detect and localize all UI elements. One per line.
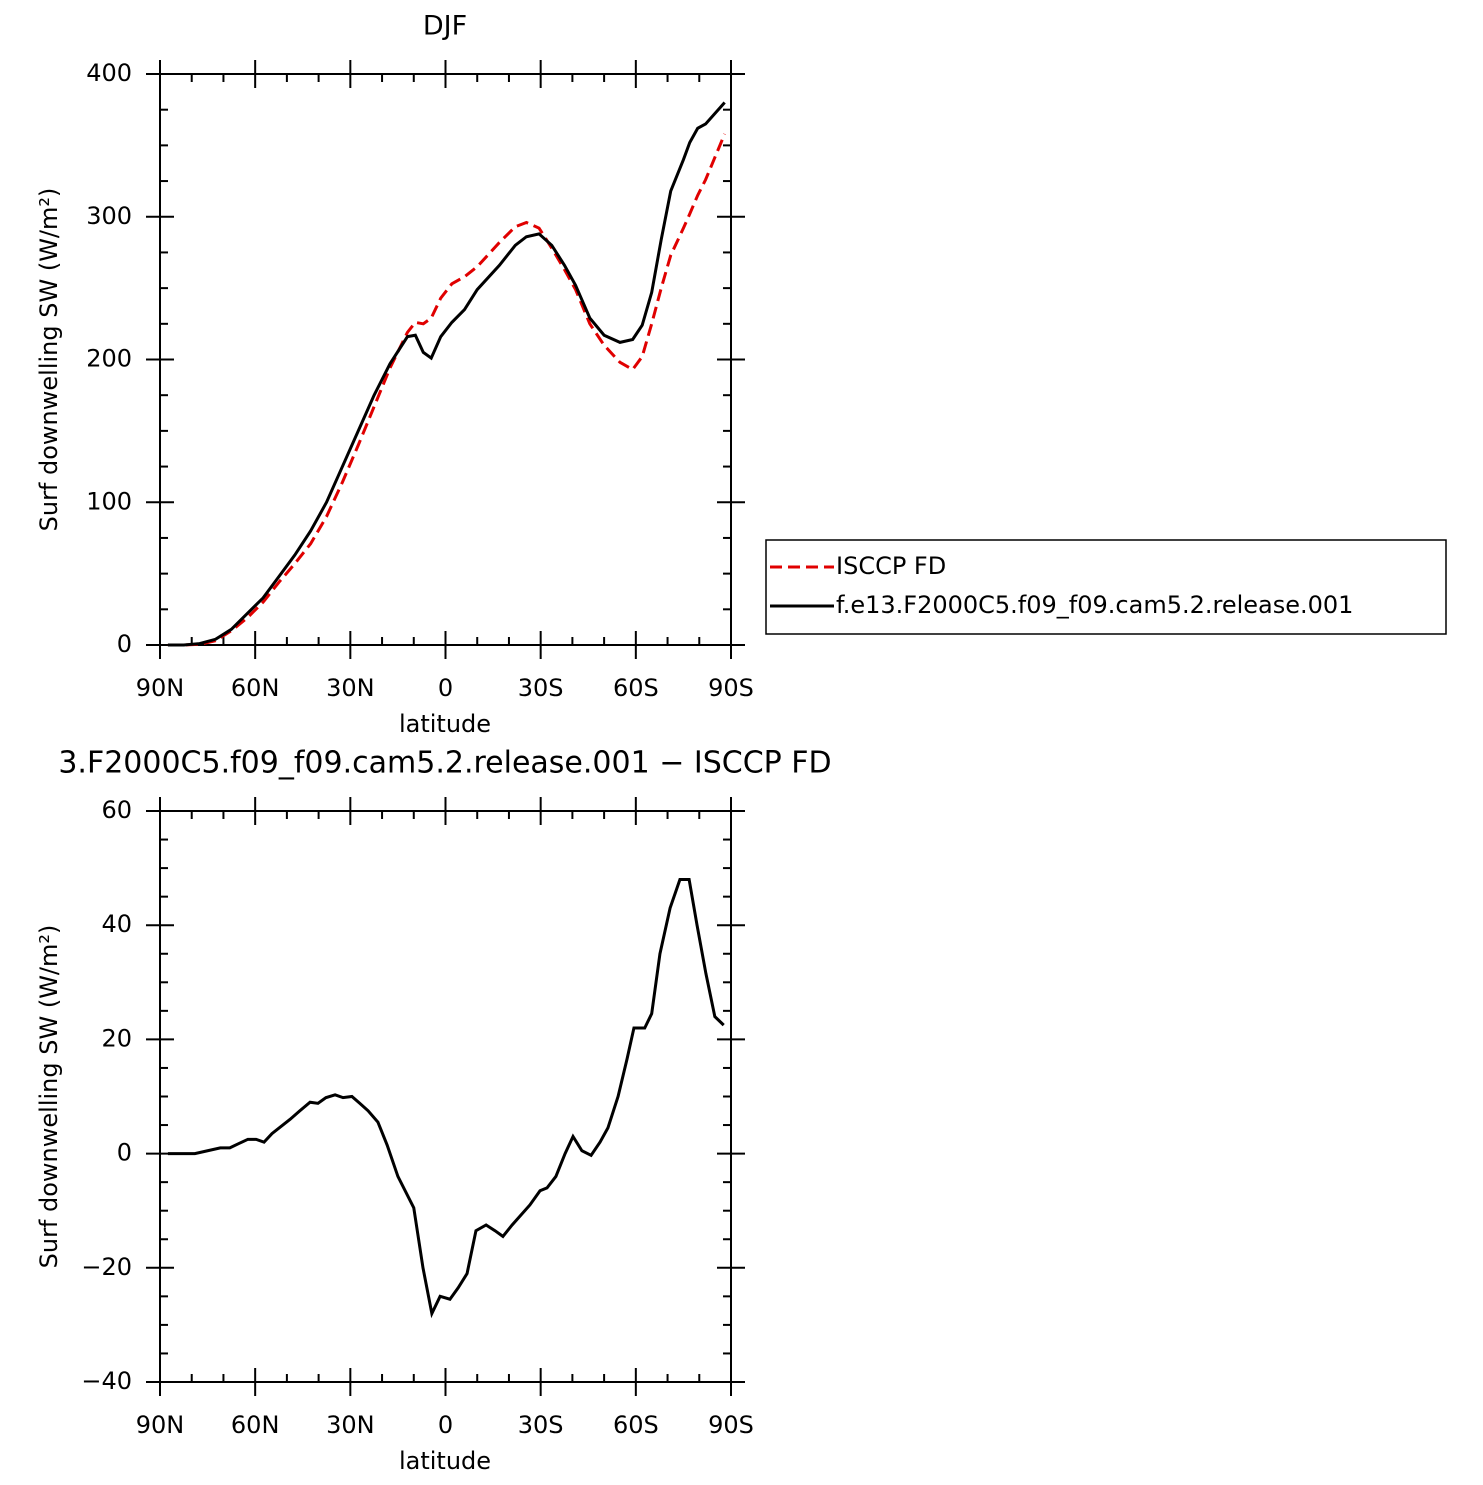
y-tick-label: 100: [86, 487, 132, 515]
legend-box: [765, 539, 1447, 635]
data-line: [167, 878, 725, 1319]
x-tick-label: 90N: [136, 674, 185, 702]
y-tick-label: −20: [81, 1253, 132, 1281]
x-tick-label: 90S: [708, 674, 754, 702]
legend-label: f.e13.F2000C5.f09_f09.cam5.2.release.001: [836, 591, 1353, 619]
x-axis-label: latitude: [399, 710, 491, 738]
plot-frame: [159, 73, 732, 646]
plot-frame: [159, 810, 732, 1383]
y-tick-label: 0: [117, 630, 132, 658]
y-tick-label: 60: [101, 796, 132, 824]
x-tick-label: 90N: [136, 1411, 185, 1439]
chart-title: 3.F2000C5.f09_f09.cam5.2.release.001 − I…: [58, 746, 831, 781]
data-line: [167, 133, 727, 647]
y-tick-label: 0: [117, 1139, 132, 1167]
y-tick-label: 300: [86, 202, 132, 230]
x-tick-label: 90S: [708, 1411, 754, 1439]
x-tick-label: 0: [438, 674, 453, 702]
x-axis-label: latitude: [399, 1447, 491, 1475]
x-tick-label: 30S: [518, 674, 564, 702]
x-tick-label: 60S: [613, 674, 659, 702]
y-axis-label: Surf downwelling SW (W/m²): [35, 925, 63, 1269]
chart-title: DJF: [423, 11, 467, 42]
x-tick-label: 0: [438, 1411, 453, 1439]
y-tick-label: 400: [86, 59, 132, 87]
x-tick-label: 60N: [231, 1411, 280, 1439]
y-tick-label: 20: [101, 1024, 132, 1052]
x-tick-label: 30N: [326, 674, 375, 702]
x-tick-label: 60S: [613, 1411, 659, 1439]
legend-label: ISCCP FD: [836, 552, 946, 580]
x-tick-label: 30S: [518, 1411, 564, 1439]
y-tick-label: −40: [81, 1367, 132, 1395]
data-line: [167, 101, 726, 647]
x-tick-label: 60N: [231, 674, 280, 702]
y-axis-label: Surf downwelling SW (W/m²): [35, 188, 63, 532]
y-tick-label: 200: [86, 345, 132, 373]
y-tick-label: 40: [101, 910, 132, 938]
x-tick-label: 30N: [326, 1411, 375, 1439]
